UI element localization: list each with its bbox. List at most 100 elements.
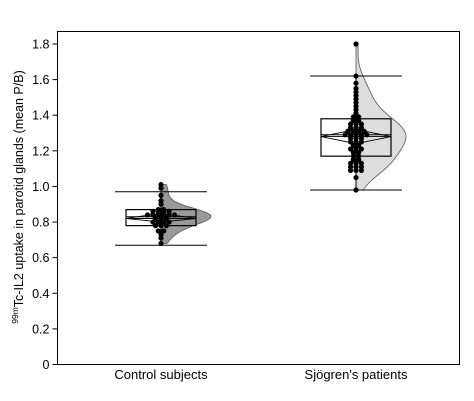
data-point — [353, 110, 359, 117]
data-point — [358, 164, 364, 170]
y-tick-label: 0.2 — [32, 322, 49, 336]
data-point — [356, 128, 362, 134]
data-point — [158, 201, 164, 207]
data-point — [348, 167, 354, 174]
data-point — [358, 167, 364, 174]
data-point — [356, 114, 362, 120]
data-point — [166, 208, 172, 214]
data-point — [356, 150, 362, 156]
data-point — [158, 185, 164, 191]
data-point — [353, 93, 359, 99]
data-point — [348, 146, 354, 152]
data-point — [158, 235, 164, 241]
data-point — [155, 228, 161, 234]
y-tick-label: 1.8 — [32, 38, 49, 52]
data-point — [358, 135, 364, 141]
y-tick-label: 1.2 — [32, 144, 49, 158]
data-point — [166, 212, 172, 218]
data-point — [353, 89, 359, 95]
data-point — [353, 139, 359, 145]
data-point — [353, 164, 359, 170]
y-tick-label: 0.6 — [32, 251, 49, 265]
data-point — [350, 128, 356, 134]
data-point — [161, 219, 167, 225]
data-point — [158, 223, 164, 229]
data-point — [356, 153, 362, 159]
data-point — [150, 212, 156, 218]
category-label: Control subjects — [114, 367, 208, 382]
data-point — [350, 153, 356, 159]
category-label: Sjögren's patients — [305, 367, 408, 382]
data-point — [153, 223, 159, 229]
data-point — [342, 132, 348, 138]
iqr-box — [320, 118, 392, 157]
data-point — [353, 160, 359, 166]
data-point — [353, 132, 359, 138]
data-point — [345, 128, 351, 134]
data-point — [350, 157, 356, 163]
data-point — [348, 160, 354, 166]
y-axis-title-main: Tc-IL2 uptake in parotid glands (mean P/… — [12, 70, 26, 307]
data-point — [163, 223, 169, 229]
group-0 — [115, 182, 212, 247]
data-point — [358, 121, 364, 127]
data-point — [350, 114, 356, 120]
data-point — [353, 174, 359, 181]
data-point — [353, 107, 359, 113]
y-axis-title-sup: 99 — [10, 314, 20, 324]
data-point — [350, 150, 356, 156]
data-point — [361, 128, 367, 134]
plot-frame — [57, 31, 460, 365]
y-tick-label: 0.8 — [32, 216, 49, 230]
data-point — [155, 206, 161, 213]
data-point — [356, 117, 362, 124]
data-point — [353, 125, 359, 131]
data-point — [353, 41, 359, 47]
data-point — [348, 132, 354, 138]
data-point — [161, 212, 167, 218]
y-tick-label: 1.4 — [32, 109, 49, 123]
violin-half — [160, 184, 212, 244]
data-point — [353, 121, 359, 127]
data-point — [155, 212, 161, 218]
data-point — [358, 125, 364, 131]
data-point — [171, 212, 178, 218]
group-1 — [310, 41, 407, 193]
y-tick-label: 1.6 — [32, 73, 49, 87]
data-point — [348, 121, 354, 127]
data-point — [353, 187, 359, 193]
data-point — [161, 206, 167, 213]
data-point — [150, 219, 156, 225]
data-point — [158, 240, 164, 247]
data-point — [166, 219, 172, 225]
data-point — [358, 146, 364, 152]
data-point — [358, 132, 364, 138]
data-point — [348, 135, 354, 141]
data-point — [353, 103, 359, 109]
y-axis-title: 99mTc-IL2 uptake in parotid glands (mean… — [10, 70, 26, 324]
data-point — [353, 135, 359, 141]
x-axis-categories: Control subjects Sjögren's patients — [114, 367, 408, 382]
data-point — [158, 182, 164, 188]
data-point — [353, 73, 359, 79]
y-tick-label: 0.4 — [32, 287, 49, 301]
data-point — [350, 142, 356, 149]
data-point — [158, 198, 164, 204]
data-point — [158, 231, 164, 238]
data-point — [364, 132, 370, 138]
data-point — [144, 212, 151, 218]
y-axis: 0 0.2 0.4 0.6 0.8 1.0 1.2 1.4 1.6 1.8 — [32, 38, 58, 372]
data-point — [348, 139, 354, 145]
data-point — [161, 228, 167, 234]
data-point — [350, 117, 356, 124]
data-point — [348, 164, 354, 170]
data-point — [348, 125, 354, 131]
groups-layer — [115, 41, 407, 247]
data-point — [356, 142, 362, 149]
data-point — [353, 146, 359, 152]
y-tick-label: 1.0 — [32, 180, 49, 194]
data-point — [358, 160, 364, 166]
data-point — [356, 157, 362, 163]
data-point — [150, 208, 156, 214]
